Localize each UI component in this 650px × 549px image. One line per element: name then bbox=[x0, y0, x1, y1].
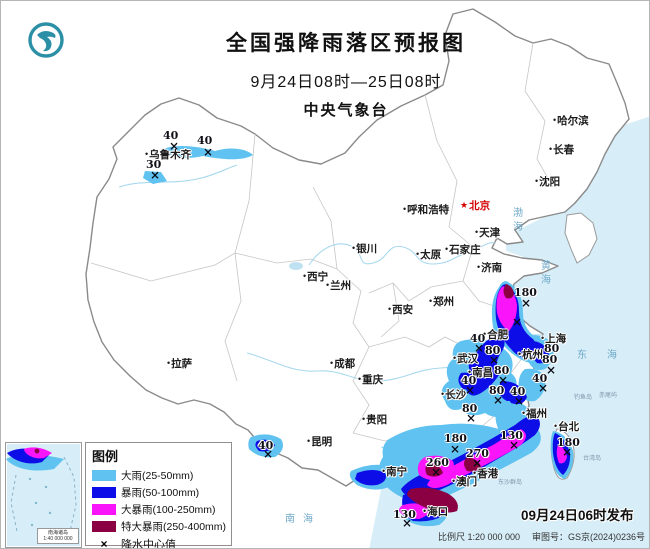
legend-color-swatch bbox=[92, 470, 116, 481]
legend: 图例 大雨(25-50mm) 暴雨(50-100mm) 大暴雨(100-250m… bbox=[85, 442, 232, 549]
legend-row: 暴雨(50-100mm) bbox=[92, 484, 231, 501]
cma-logo bbox=[27, 21, 65, 59]
forecast-period: 9月24日08时—25日08时 bbox=[250, 74, 442, 91]
legend-row: 大雨(25-50mm) bbox=[92, 467, 231, 484]
publish-time: 09月24日06时发布 bbox=[521, 508, 634, 523]
page-title: 全国强降雨落区预报图 bbox=[226, 32, 466, 55]
legend-title: 图例 bbox=[92, 449, 119, 464]
agency-name: 中央气象台 bbox=[303, 102, 389, 119]
legend-color-swatch bbox=[92, 487, 116, 498]
map-approval-number: 审图号：GS京(2024)0236号 bbox=[532, 532, 646, 542]
inset-scale: 1:40 000 000 bbox=[43, 536, 73, 542]
inset-name: 南海诸岛 bbox=[47, 530, 68, 536]
south-china-sea-inset: 南海诸岛 1:40 000 000 bbox=[5, 442, 82, 548]
x-mark-icon: × bbox=[100, 536, 108, 549]
legend-row: 特大暴雨(250-400mm) bbox=[92, 518, 231, 535]
legend-color-swatch bbox=[92, 504, 116, 515]
legend-center-note: × 降水中心值 bbox=[92, 535, 231, 549]
legend-rows: 大雨(25-50mm) 暴雨(50-100mm) 大暴雨(100-250mm) … bbox=[92, 467, 231, 535]
legend-row: 大暴雨(100-250mm) bbox=[92, 501, 231, 518]
rain-extreme bbox=[407, 284, 514, 513]
inset-label-box: 南海诸岛 1:40 000 000 bbox=[37, 528, 79, 544]
map-scale: 比例尺 1:20 000 000 bbox=[438, 532, 521, 542]
header: 全国强降雨落区预报图 9月24日08时—25日08时 中央气象台 bbox=[166, 27, 526, 120]
legend-color-swatch bbox=[92, 521, 116, 532]
